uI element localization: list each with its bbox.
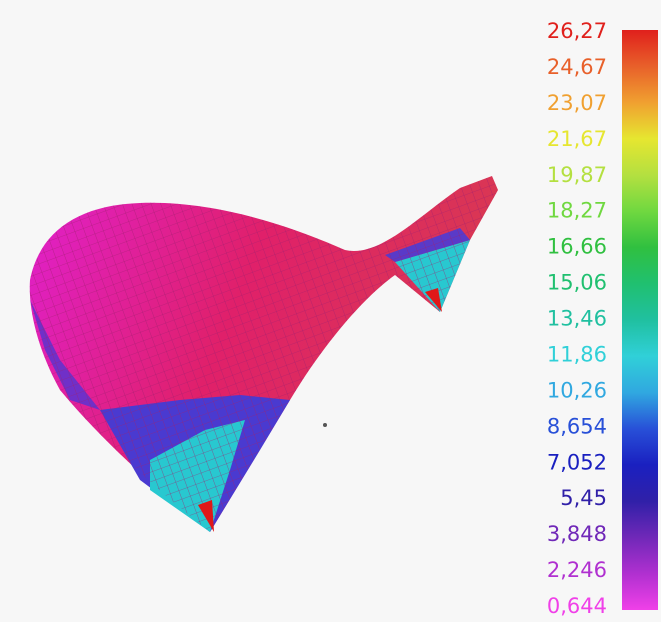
- legend-label: 21,67: [547, 127, 607, 151]
- legend-label: 16,66: [547, 235, 607, 259]
- legend-labels: 26,27 24,67 23,07 21,67 19,87 18,27 16,66 15,06…: [547, 19, 607, 618]
- legend-label: 2,246: [547, 558, 607, 582]
- color-bar: [622, 30, 658, 610]
- legend-label: 23,07: [547, 91, 607, 115]
- legend-label: 13,46: [547, 307, 607, 331]
- legend-label: 0,644: [547, 594, 607, 618]
- legend-label: 11,86: [547, 342, 607, 366]
- legend-label: 5,45: [560, 486, 607, 510]
- legend-label: 18,27: [547, 199, 607, 223]
- legend-label: 15,06: [547, 271, 607, 295]
- legend-label: 24,67: [547, 55, 607, 79]
- legend-label: 10,26: [547, 378, 607, 402]
- legend-label: 8,654: [547, 414, 607, 438]
- legend-label: 26,27: [547, 19, 607, 43]
- surface: [30, 176, 498, 532]
- page: 26,27 24,67 23,07 21,67 19,87 18,27 16,66 15,06…: [0, 0, 661, 622]
- result-view: 26,27 24,67 23,07 21,67 19,87 18,27 16,66 15,06…: [0, 0, 661, 622]
- legend-label: 3,848: [547, 522, 607, 546]
- legend-label: 19,87: [547, 163, 607, 187]
- legend-label: 7,052: [547, 450, 607, 474]
